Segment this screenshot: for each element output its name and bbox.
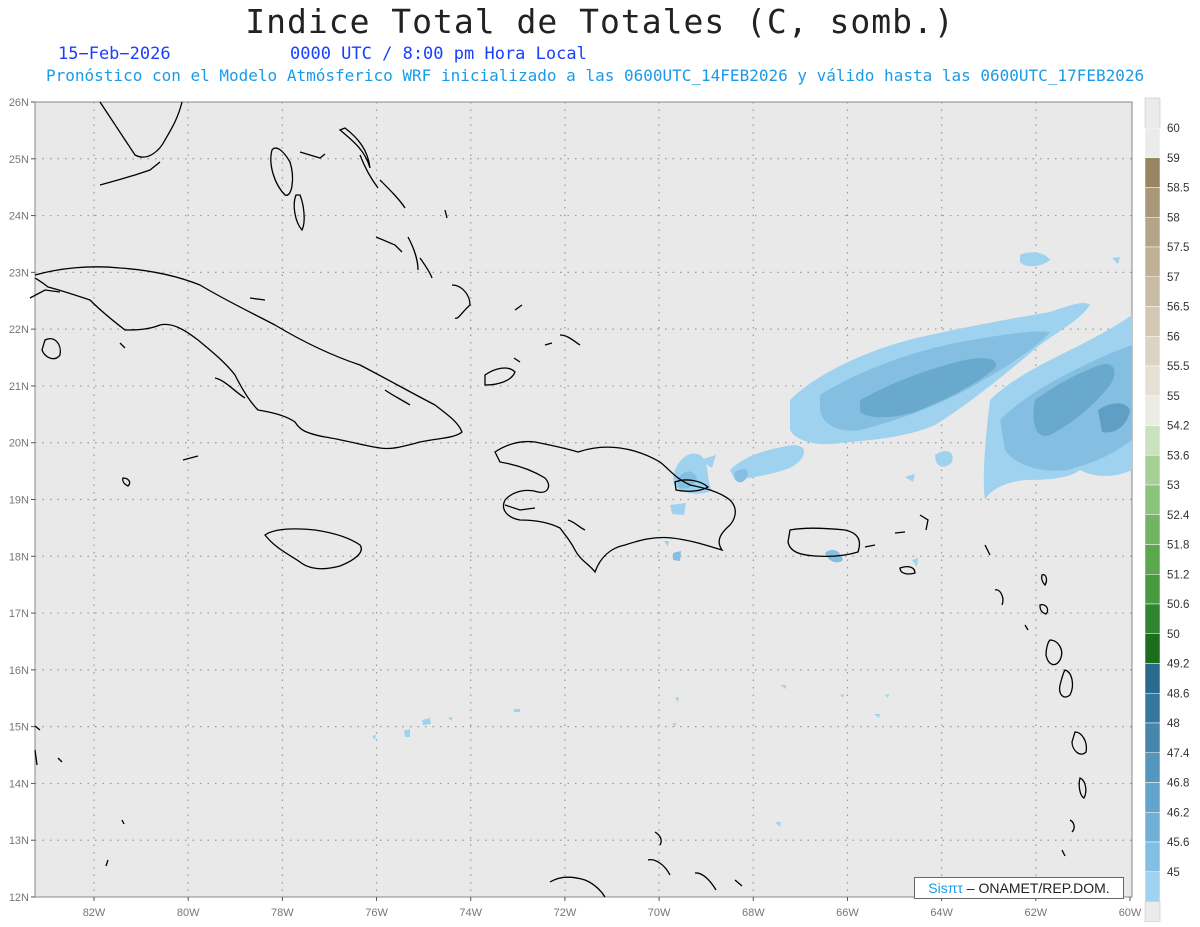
colorbar-swatch (1144, 752, 1161, 783)
lon-label: 82W (83, 907, 106, 919)
lat-label: 17N (9, 608, 29, 620)
colorbar-swatch (1144, 782, 1161, 813)
colorbar-label: 59 (1167, 153, 1180, 165)
colorbar-label: 58.5 (1167, 183, 1189, 195)
colorbar-label: 46.2 (1167, 807, 1189, 819)
colorbar-swatch (1144, 484, 1161, 515)
forecast-subtitle: Pronóstico con el Modelo Atmósferico WRF… (46, 66, 1145, 85)
lon-label: 80W (177, 907, 200, 919)
colorbar-swatch (1144, 663, 1161, 694)
lat-label: 23N (9, 267, 29, 279)
lon-label: 68W (742, 907, 765, 919)
lat-label: 21N (9, 381, 29, 393)
colorbar-cap-bottom (1144, 901, 1161, 922)
grid-lines (31, 101, 1132, 901)
colorbar-swatch (1144, 455, 1161, 486)
colorbar-swatch (1144, 246, 1161, 277)
colorbar-label: 52.4 (1167, 510, 1190, 522)
lon-label: 66W (836, 907, 859, 919)
lon-label: 64W (930, 907, 953, 919)
lat-label: 14N (9, 778, 29, 790)
colorbar-swatch (1144, 276, 1161, 307)
colorbar-swatch (1144, 306, 1161, 337)
colorbar-swatch (1144, 157, 1161, 188)
page-title: Indice Total de Totales (C, somb.) (245, 2, 955, 41)
forecast-time: 0000 UTC / 8:00 pm Hora Local (290, 44, 587, 64)
colorbar-swatch (1144, 365, 1161, 396)
colorbar-label: 54.2 (1167, 421, 1189, 433)
forecast-date: 15−Feb−2026 (58, 44, 171, 64)
colorbar-label: 53 (1167, 480, 1180, 492)
colorbar-label: 47.4 (1167, 748, 1190, 760)
colorbar-label: 56 (1167, 331, 1180, 343)
colorbar-label: 48.6 (1167, 688, 1189, 700)
lon-label: 72W (554, 907, 577, 919)
credit-text: – ONAMET/REP.DOM. (962, 880, 1110, 896)
colorbar-label: 55.5 (1167, 361, 1189, 373)
colorbar-swatch (1144, 187, 1161, 218)
lon-label: 78W (271, 907, 294, 919)
lon-label: 76W (365, 907, 388, 919)
colorbar-label: 45.6 (1167, 837, 1189, 849)
lon-label: 74W (459, 907, 482, 919)
colorbar-swatch (1144, 722, 1161, 753)
lat-label: 24N (9, 211, 29, 223)
colorbar-swatch (1144, 693, 1161, 724)
brand-logo: Sisπτ (928, 880, 963, 896)
colorbar-swatch (1144, 217, 1161, 248)
index-shading (372, 252, 1132, 827)
colorbar-swatch (1144, 514, 1161, 545)
lat-label: 13N (9, 835, 29, 847)
longitude-labels: 82W 80W 78W 76W 74W 72W 70W 68W 66W 64W 62W 60W (83, 907, 1142, 919)
colorbar-label: 48 (1167, 718, 1180, 730)
lat-label: 18N (9, 551, 29, 563)
lon-label: 62W (1025, 907, 1048, 919)
lon-label: 70W (648, 907, 671, 919)
lat-label: 25N (9, 154, 29, 166)
lat-label: 22N (9, 324, 29, 336)
colorbar-label: 57.5 (1167, 242, 1189, 254)
lat-label: 12N (9, 892, 29, 904)
coastlines (29, 101, 1088, 898)
lat-label: 16N (9, 665, 29, 677)
colorbar-label: 50.6 (1167, 599, 1189, 611)
lat-label: 19N (9, 495, 29, 507)
colorbar-label: 55 (1167, 391, 1180, 403)
colorbar-label: 57 (1167, 272, 1180, 284)
colorbar-label: 49.2 (1167, 659, 1189, 671)
colorbar-swatch (1144, 871, 1161, 902)
colorbar-swatch (1144, 425, 1161, 456)
colorbar-label: 51.8 (1167, 540, 1189, 552)
colorbar-swatch (1144, 395, 1161, 426)
credit-box: Sisπτ – ONAMET/REP.DOM. (914, 877, 1124, 899)
colorbar: 60 59 58.5 58 57.5 57 56.5 56 55.5 55 54.2 53.6 53 52… (1144, 97, 1190, 922)
colorbar-swatch (1144, 336, 1161, 367)
colorbar-label: 51.2 (1167, 569, 1189, 581)
colorbar-label: 56.5 (1167, 302, 1189, 314)
lon-label: 60W (1119, 907, 1142, 919)
colorbar-swatch (1144, 633, 1161, 664)
colorbar-swatch (1144, 812, 1161, 843)
colorbar-label: 45 (1167, 867, 1180, 879)
latitude-labels: 26N 25N 24N 23N 22N 21N 20N 19N 18N 17N 16N 15N 14N 1… (9, 97, 29, 904)
colorbar-swatch (1144, 127, 1161, 158)
colorbar-label: 46.8 (1167, 778, 1189, 790)
colorbar-swatch (1144, 574, 1161, 605)
colorbar-label: 50 (1167, 629, 1180, 641)
colorbar-swatch (1144, 603, 1161, 634)
lat-label: 15N (9, 722, 29, 734)
colorbar-label: 53.6 (1167, 450, 1189, 462)
colorbar-swatch (1144, 544, 1161, 575)
colorbar-label: 60 (1167, 123, 1180, 135)
colorbar-swatch (1144, 841, 1161, 872)
colorbar-cap-top (1144, 97, 1161, 129)
colorbar-label: 58 (1167, 212, 1180, 224)
lat-label: 20N (9, 438, 29, 450)
lat-label: 26N (9, 97, 29, 109)
